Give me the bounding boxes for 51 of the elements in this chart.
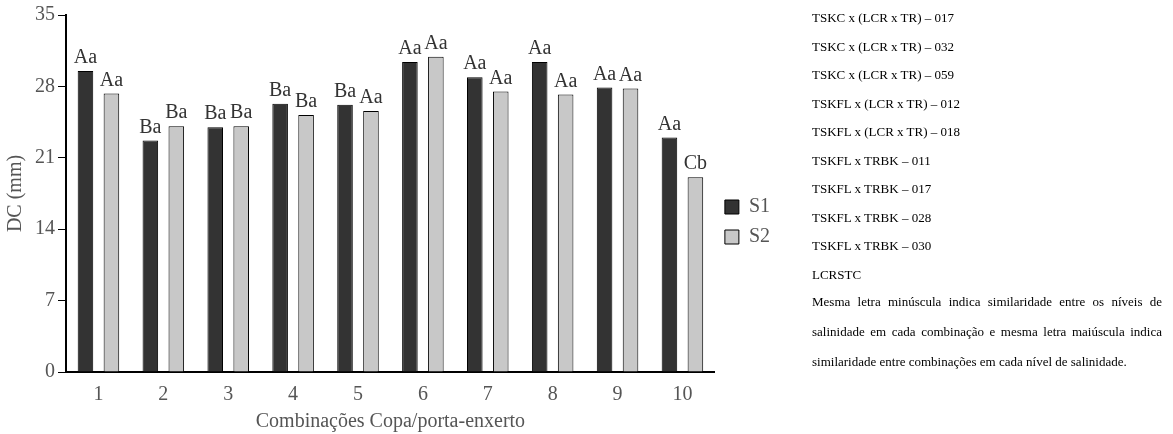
text: TSKFL x (LCR x TR) – 018 — [812, 124, 962, 140]
data-label: Aa — [592, 61, 617, 84]
y-axis-title: DC (mm) — [3, 154, 27, 233]
text: TSKFL x TRBK – 017 — [812, 181, 933, 197]
data-label: Aa — [463, 51, 487, 74]
legend-label: S1 — [748, 194, 770, 217]
text: LCRSTC — [812, 266, 863, 283]
data-label: Aa — [553, 68, 578, 91]
x-tick-label: 10 — [672, 382, 693, 405]
data-label: Ba — [269, 77, 292, 100]
data-label: Ba — [165, 100, 188, 123]
data-label: Aa — [528, 36, 552, 59]
data-label: Aa — [489, 65, 513, 88]
x-tick-label: 8 — [547, 382, 558, 405]
y-tick-label: 28 — [35, 73, 55, 96]
data-label: Aa — [424, 31, 448, 54]
x-tick-label: 7 — [482, 382, 493, 405]
x-tick-label: 4 — [288, 382, 299, 405]
data-label: Cb — [683, 151, 708, 174]
y-tick-label: 35 — [35, 2, 55, 25]
y-tick-label: 0 — [45, 359, 55, 382]
data-label: Ba — [139, 114, 162, 137]
data-label: Aa — [657, 111, 682, 134]
data-label: Aa — [359, 85, 383, 108]
x-tick-label: 3 — [223, 382, 234, 405]
legend-label: S2 — [748, 224, 770, 247]
text: TSKFL x TRBK – 030 — [812, 238, 933, 254]
text: TSKC x (LCR x TR) – 059 — [812, 67, 956, 83]
x-tick-label: 9 — [612, 382, 623, 405]
data-label: Ba — [204, 101, 227, 124]
data-label: Ba — [294, 89, 318, 112]
data-label: Aa — [99, 67, 124, 90]
data-label: Aa — [73, 45, 98, 68]
y-tick-label: 14 — [35, 216, 55, 239]
y-tick-label: 21 — [35, 145, 55, 168]
text: TSKFL x (LCR x TR) – 012 — [812, 95, 962, 112]
text: TSKFL x TRBK – 028 — [812, 209, 933, 226]
data-label: Ba — [230, 100, 253, 123]
y-tick-label: 7 — [45, 287, 55, 310]
x-tick-label: 2 — [158, 382, 169, 405]
x-tick-label: 1 — [93, 382, 104, 405]
x-tick-label: 5 — [352, 382, 363, 405]
x-tick-label: 6 — [417, 382, 428, 405]
text: Mesma letra minúscula indica similaridade entre os níveis de salinidade em cada combinação e mesma letra maiúscula indica similaridade entre combinações em cada nível de salinidade. — [812, 293, 1162, 371]
text: TSKC x (LCR x TR) – 017 — [812, 10, 956, 26]
text: TSKC x (LCR x TR) – 032 — [812, 38, 956, 55]
data-label: Aa — [398, 36, 422, 59]
x-axis-title: Combinações Copa/porta-enxerto — [255, 409, 526, 433]
text: TSKFL x TRBK – 011 — [812, 152, 932, 169]
data-label: Aa — [618, 62, 643, 85]
data-label: Ba — [333, 79, 357, 102]
